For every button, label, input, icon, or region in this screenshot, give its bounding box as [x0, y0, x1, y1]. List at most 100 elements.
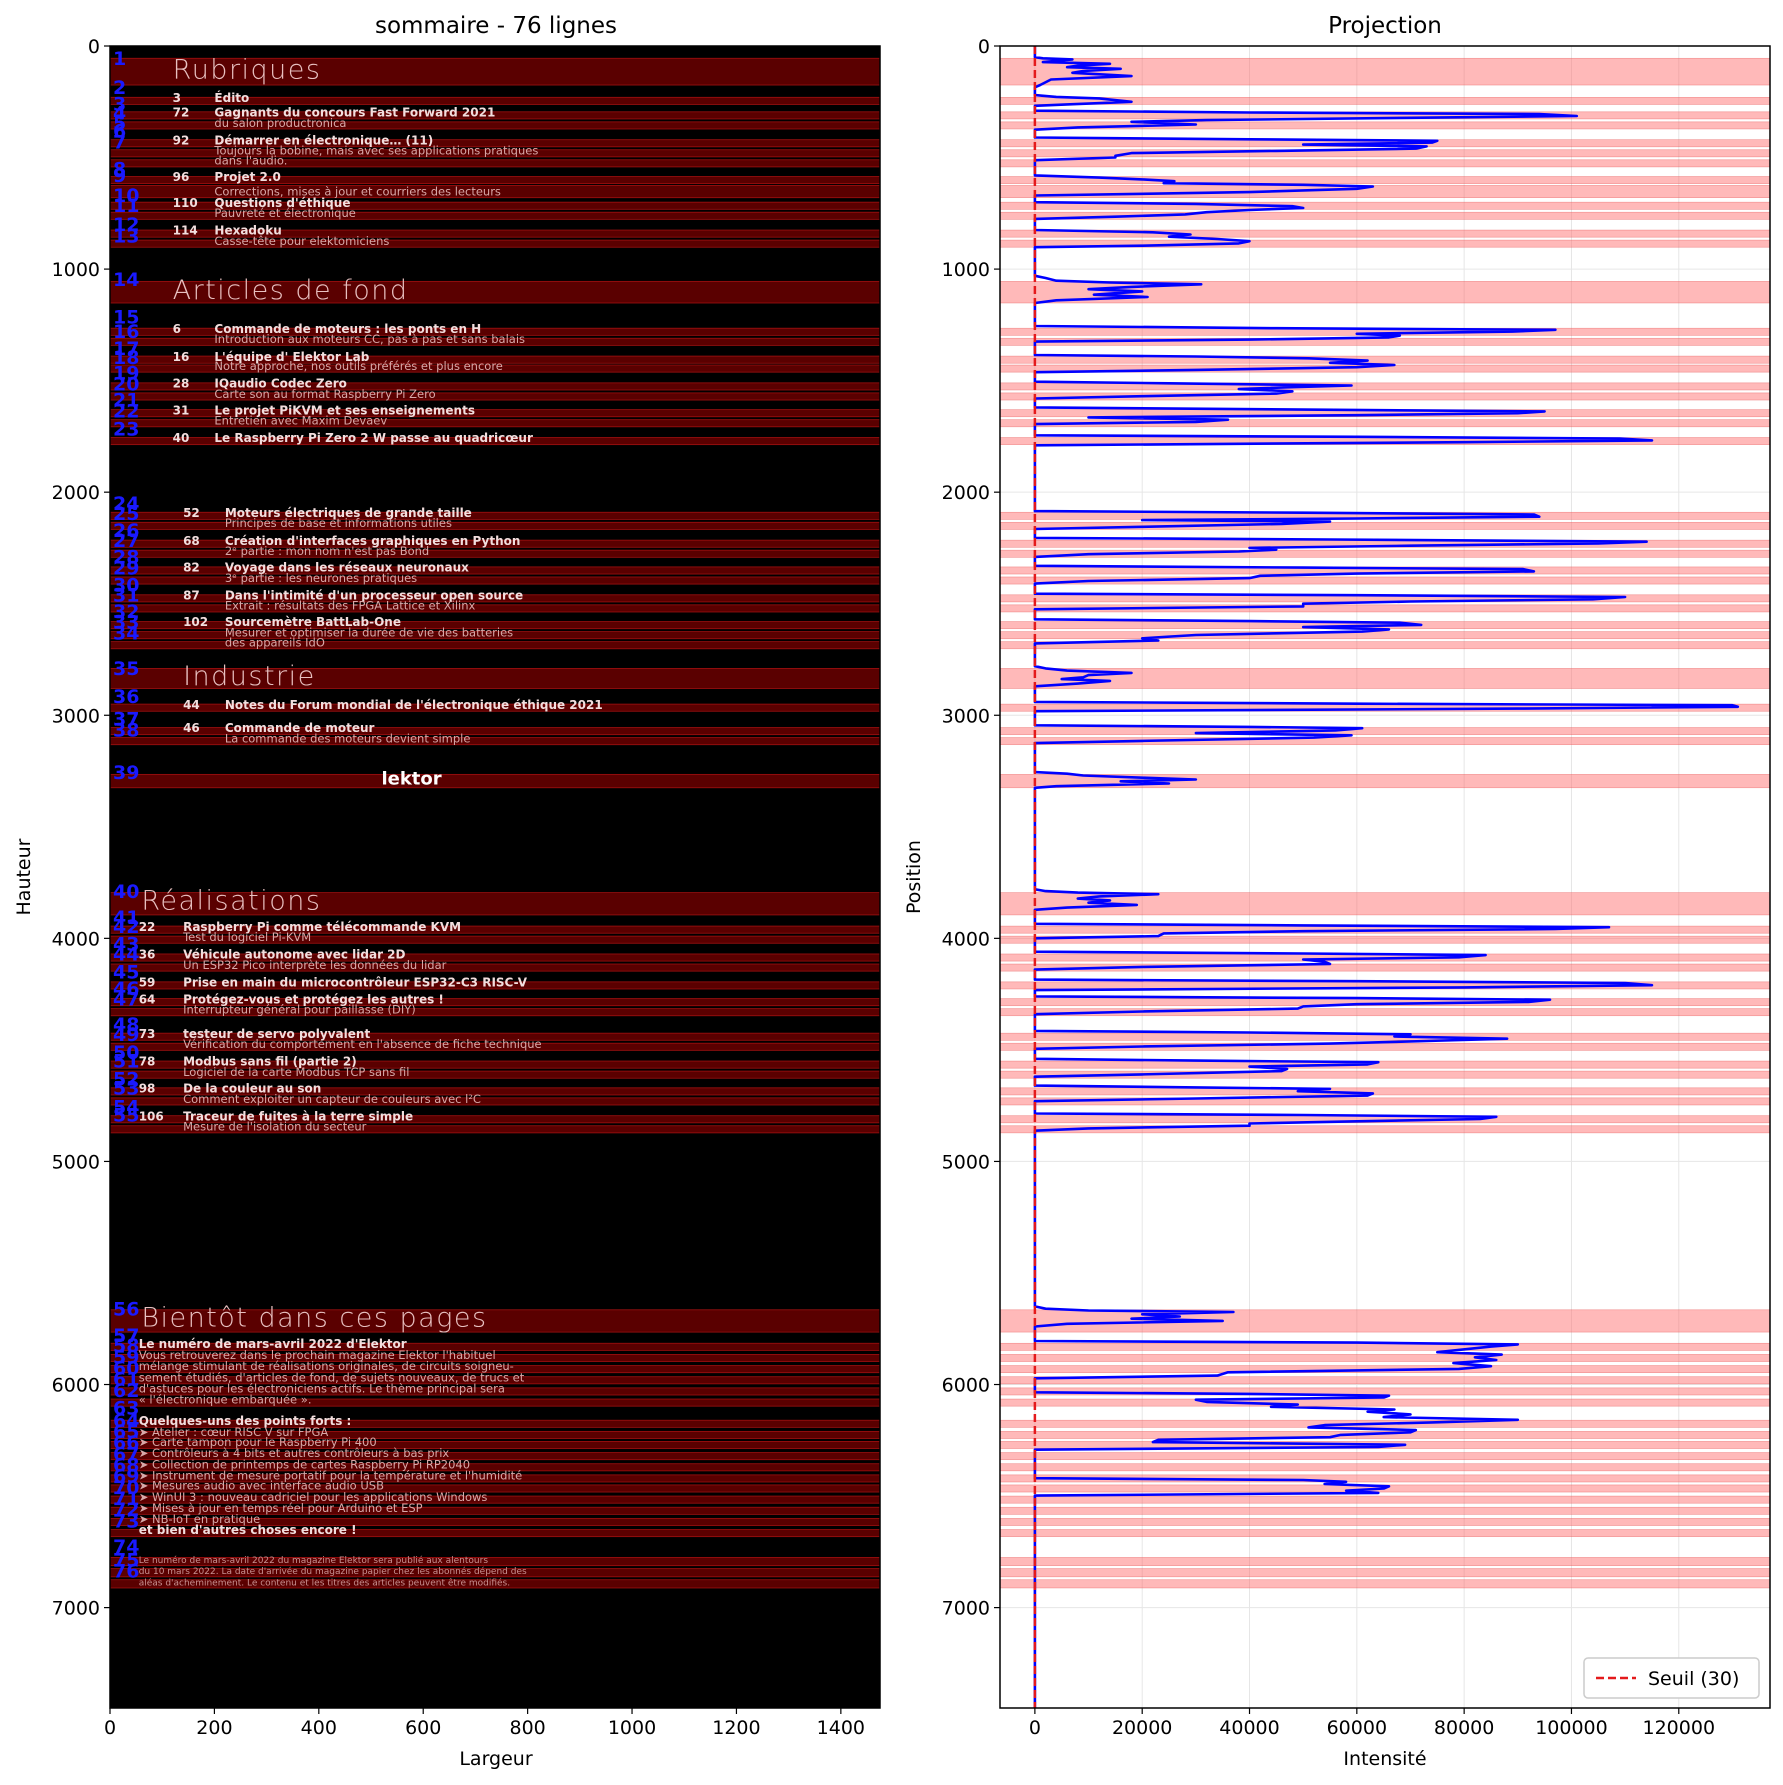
right-ytick-label-0: 0: [978, 36, 990, 58]
left-band-47: [110, 1008, 880, 1017]
left-band-11: [110, 211, 880, 220]
doc-text-95: ➤ Mesures audio avec interface audio USB: [139, 1479, 384, 1493]
line-number-55: 55: [113, 1104, 139, 1126]
right-band-57: [1000, 1342, 1770, 1351]
doc-text-6: du salon productronica: [214, 116, 346, 130]
line-number-5: 5: [113, 113, 126, 135]
doc-text-59: 22: [139, 920, 156, 934]
right-band-13: [1000, 239, 1770, 248]
right-band-52: [1000, 1087, 1770, 1096]
doc-text-33: 40: [173, 431, 190, 445]
right-band-40: [1000, 892, 1770, 916]
doc-text-30: 31: [173, 403, 190, 417]
right-band-34: [1000, 641, 1770, 650]
left-band-69: [110, 1484, 880, 1493]
doc-text-80: Traceur de fuites à la terre simple: [183, 1109, 413, 1123]
left-band-1: [110, 57, 880, 86]
right-xtick-label-20000: 20000: [1112, 1717, 1172, 1739]
left-band-44: [110, 963, 880, 972]
doc-text-34: Le Raspberry Pi Zero 2 W passe au quadri…: [214, 431, 533, 445]
line-number-45: 45: [113, 962, 139, 984]
doc-text-89: Quelques-uns des points forts :: [139, 1414, 352, 1428]
left-band-16: [110, 337, 880, 346]
line-number-49: 49: [113, 1024, 139, 1046]
doc-text-4: 72: [173, 105, 190, 119]
doc-text-46: Extrait : résultats des FPGA Lattice et …: [225, 599, 476, 613]
line-number-33: 33: [113, 611, 139, 633]
right-xtick-label-120000: 120000: [1643, 1717, 1716, 1739]
line-number-27: 27: [113, 530, 139, 552]
right-xtick-label-80000: 80000: [1434, 1717, 1494, 1739]
left-band-14: [110, 280, 880, 304]
left-band-2: [110, 96, 880, 105]
right-band-4: [1000, 121, 1770, 130]
line-number-23: 23: [113, 418, 139, 440]
line-number-10: 10: [113, 185, 139, 207]
doc-text-31: Le projet PiKVM et ses enseignements: [214, 403, 475, 417]
right-y-axis: 0 1000 2000 3000 4000 5000 6000 7000: [942, 36, 1000, 1620]
doc-text-94: ➤ Instrument de mesure portatif pour la …: [139, 1469, 523, 1483]
doc-text-87: d'astuces pour les électroniciens actifs…: [139, 1382, 505, 1396]
left-band-46: [110, 998, 880, 1007]
right-band-44: [1000, 963, 1770, 972]
line-number-46: 46: [113, 978, 139, 1000]
right-xtick-label-100000: 100000: [1535, 1717, 1608, 1739]
doc-text-100: Le numéro de mars-avril 2022 du magazine…: [139, 1555, 489, 1566]
left-band-38: [110, 737, 880, 746]
line-number-20: 20: [113, 374, 139, 396]
right-band-35: [1000, 668, 1770, 689]
left-y-axis: 0 1000 2000 3000 4000 5000 6000 7000: [52, 36, 110, 1620]
left-band-9: [110, 185, 880, 199]
line-number-4: 4: [113, 103, 126, 125]
line-number-2: 2: [113, 77, 126, 99]
left-band-43: [110, 953, 880, 962]
left-x-axis: 0 200 400 600 800 1000 1200 1400: [104, 1708, 865, 1739]
doc-text-52: 44: [183, 698, 200, 712]
left-band-20: [110, 392, 880, 401]
doc-text-42: Voyage dans les réseaux neuronaux: [225, 561, 469, 575]
doc-text-16: Pauvreté et électronique: [214, 206, 355, 220]
left-ytick-label-6000: 6000: [52, 1375, 100, 1397]
right-band-31: [1000, 604, 1770, 613]
doc-text-91: ➤ Carte tampon pour le Raspberry Pi 400: [139, 1435, 377, 1449]
left-band-6: [110, 149, 880, 158]
line-number-56: 56: [113, 1298, 139, 1320]
doc-text-35: 52: [183, 506, 200, 520]
left-band-36: [110, 703, 880, 712]
right-ytick-label-7000: 7000: [942, 1598, 990, 1620]
line-number-11: 11: [113, 195, 139, 217]
left-band-72: [110, 1517, 880, 1526]
projection-series: [1033, 46, 1740, 1708]
line-number-62: 62: [113, 1380, 139, 1402]
left-band-22: [110, 419, 880, 428]
doc-text-3: Édito: [214, 90, 249, 105]
left-band-17: [110, 355, 880, 364]
doc-text-45: Dans l'intimité d'un processeur open sou…: [225, 588, 523, 602]
line-number-14: 14: [113, 269, 139, 291]
legend-label: Seuil (30): [1648, 1668, 1739, 1690]
left-band-62: [110, 1398, 880, 1407]
right-band-47: [1000, 1008, 1770, 1017]
right-band-17: [1000, 355, 1770, 364]
left-band-37: [110, 727, 880, 736]
line-number-19: 19: [113, 363, 139, 385]
line-number-60: 60: [113, 1357, 139, 1379]
line-number-43: 43: [113, 934, 139, 956]
left-band-28: [110, 566, 880, 575]
right-band-70: [1000, 1495, 1770, 1504]
right-band-12: [1000, 229, 1770, 238]
line-number-18: 18: [113, 347, 139, 369]
left-band-75: [110, 1568, 880, 1578]
right-ylabel: Position: [903, 840, 925, 914]
line-number-34: 34: [113, 622, 139, 644]
left-band-35: [110, 668, 880, 689]
doc-text-78: Comment exploiter un capteur de couleurs…: [183, 1092, 481, 1106]
line-number-54: 54: [113, 1096, 139, 1118]
doc-text-57: lektor: [381, 768, 441, 789]
left-line-bands: [110, 57, 880, 1589]
right-xlabel: Intensité: [1343, 1748, 1426, 1770]
left-xtick-label-600: 600: [405, 1717, 441, 1739]
doc-text-10: dans l'audio.: [214, 154, 287, 168]
doc-text-43: 3ᵉ partie : les neurones pratiques: [225, 571, 417, 585]
